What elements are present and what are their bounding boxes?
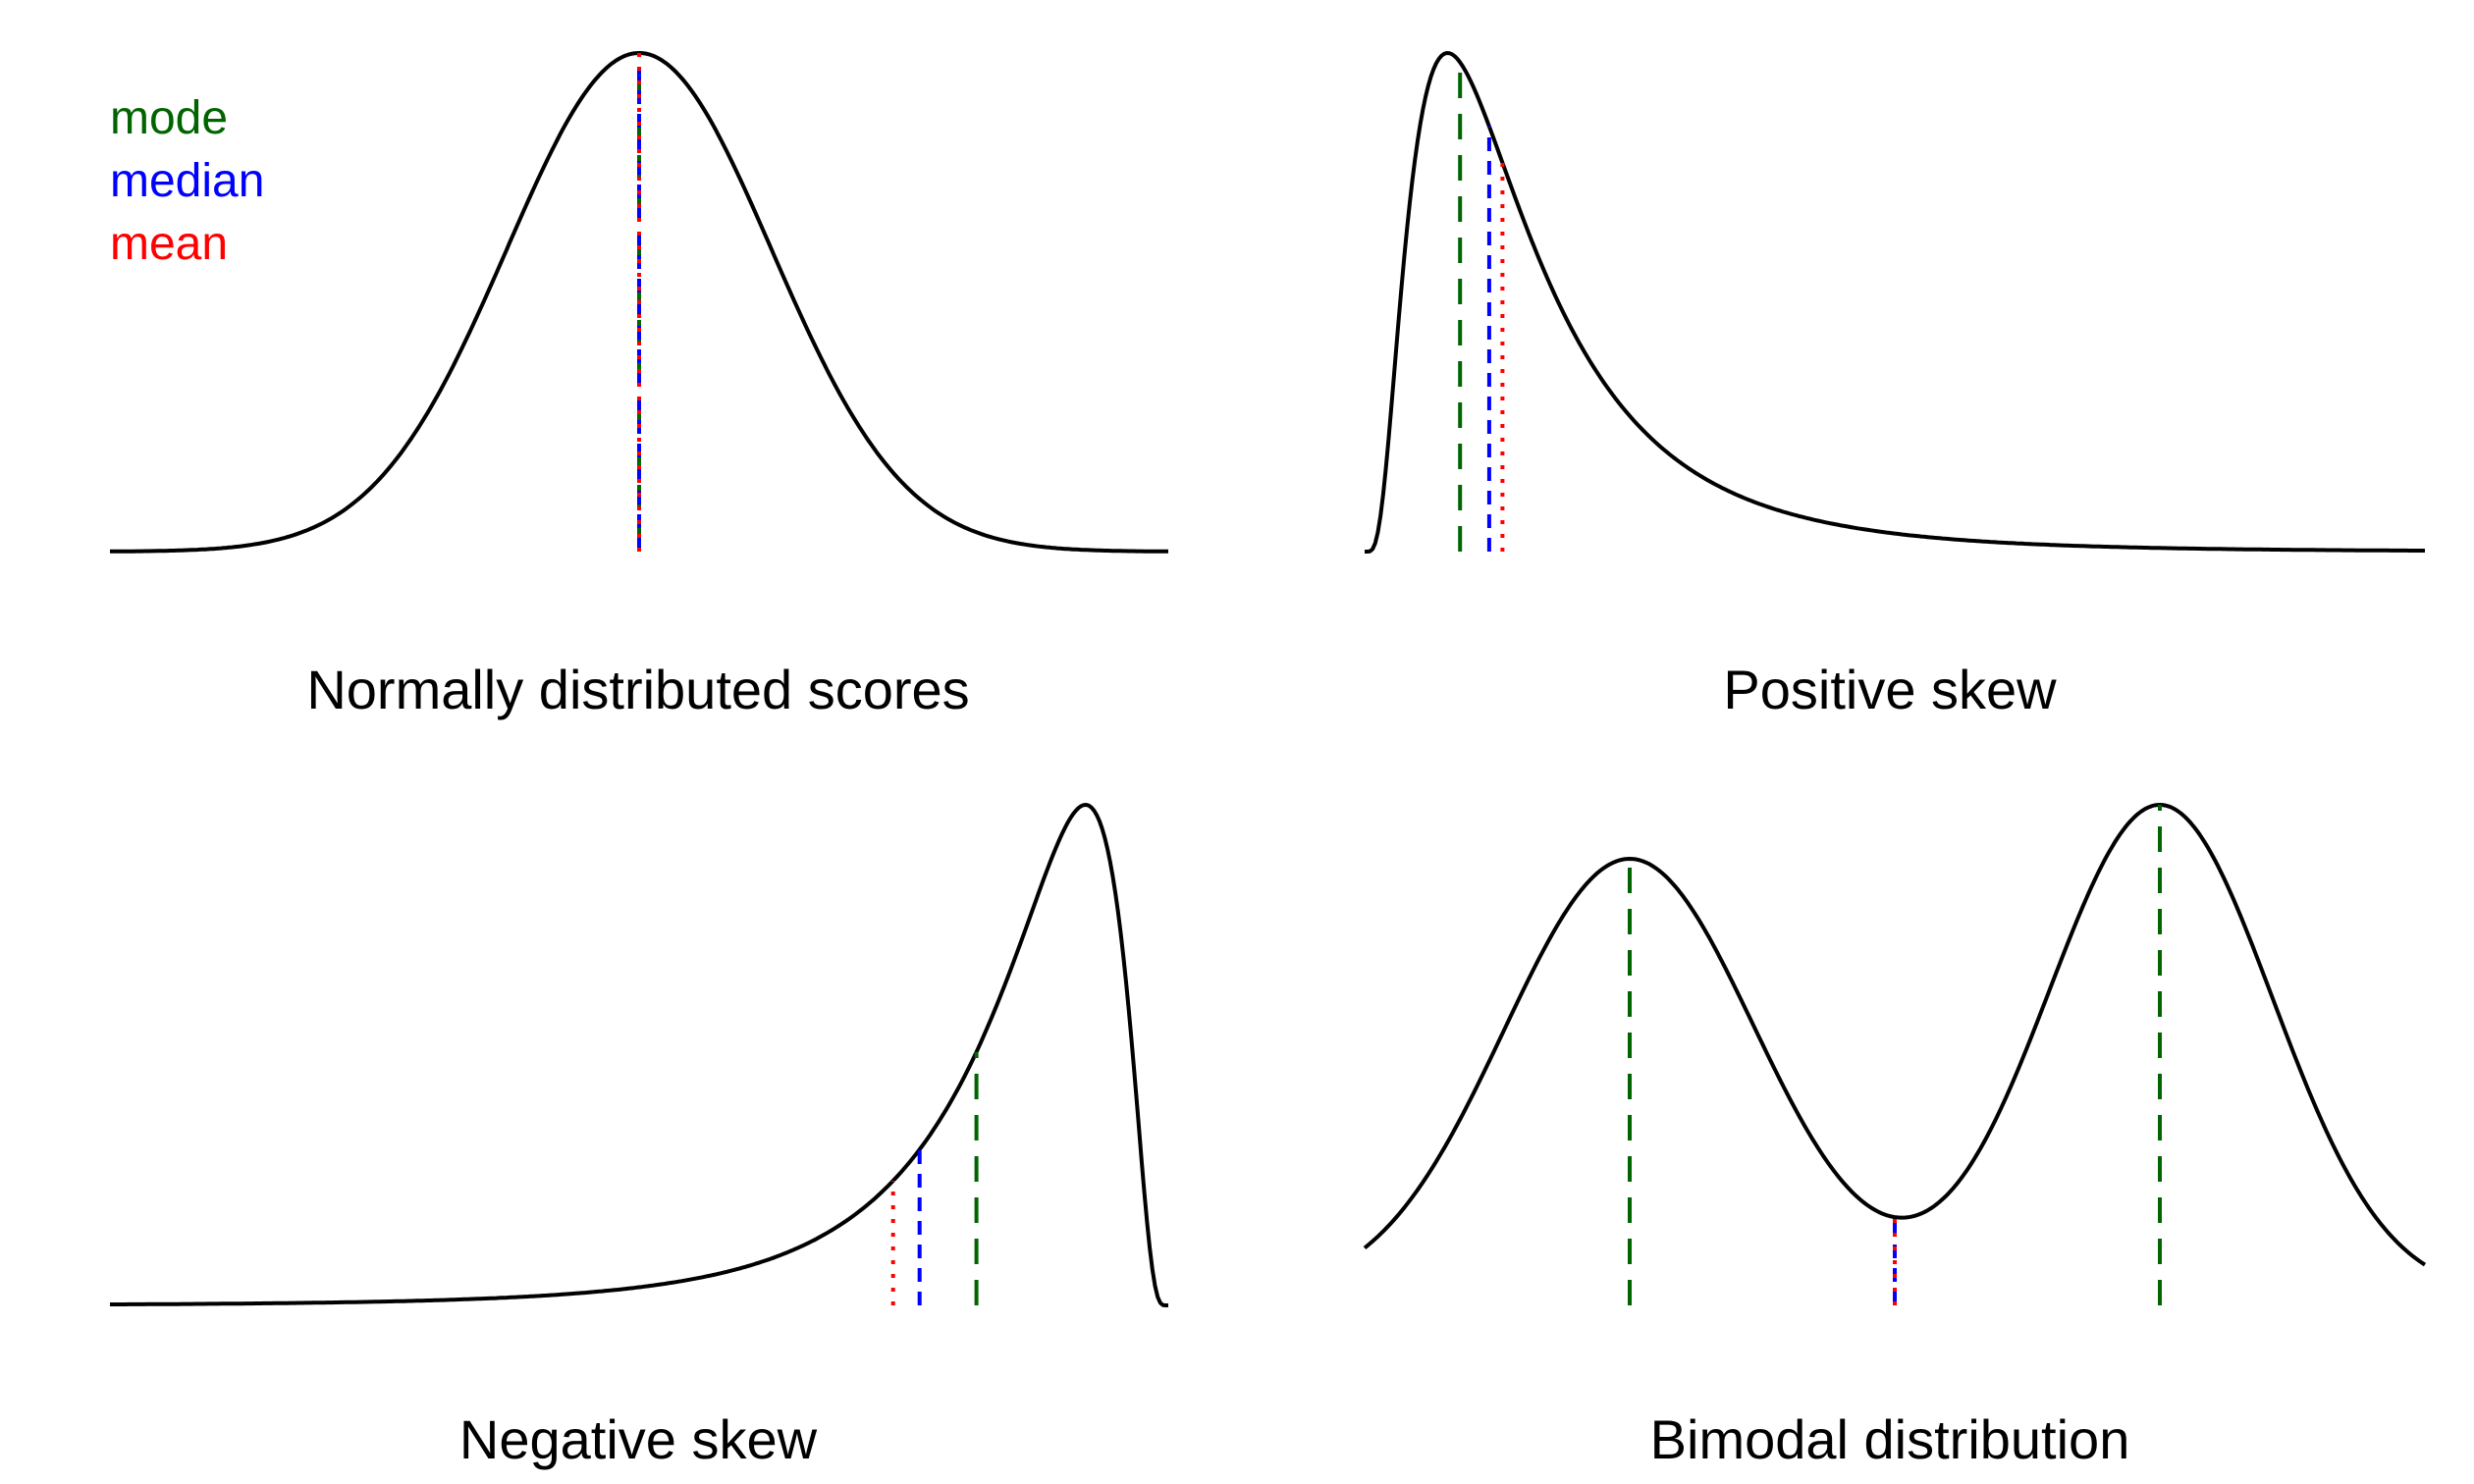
panel-normal: Normally distributed scores [110,51,1168,720]
legend-mean-label: mean [110,218,228,270]
panel-title: Negative skew [459,1408,818,1470]
density-curve [1363,803,2427,1267]
panel-title: Bimodal distribution [1650,1408,2130,1470]
panel-bimodal: Bimodal distribution [1363,803,2427,1470]
stat-markers [1458,62,1505,552]
density-curve [110,803,1168,1307]
panel-title: Normally distributed scores [306,659,969,720]
legend-mode-label: mode [110,92,228,144]
panel-title: Positive skew [1723,659,2057,720]
legend-median-label: median [110,155,264,207]
panel-negative-skew: Negative skew [110,803,1168,1470]
legend: mode median mean [110,92,264,270]
density-curve [1365,51,2425,554]
stat-markers [1628,805,2162,1305]
panel-positive-skew: Positive skew [1365,51,2425,720]
stat-markers [890,1051,979,1305]
